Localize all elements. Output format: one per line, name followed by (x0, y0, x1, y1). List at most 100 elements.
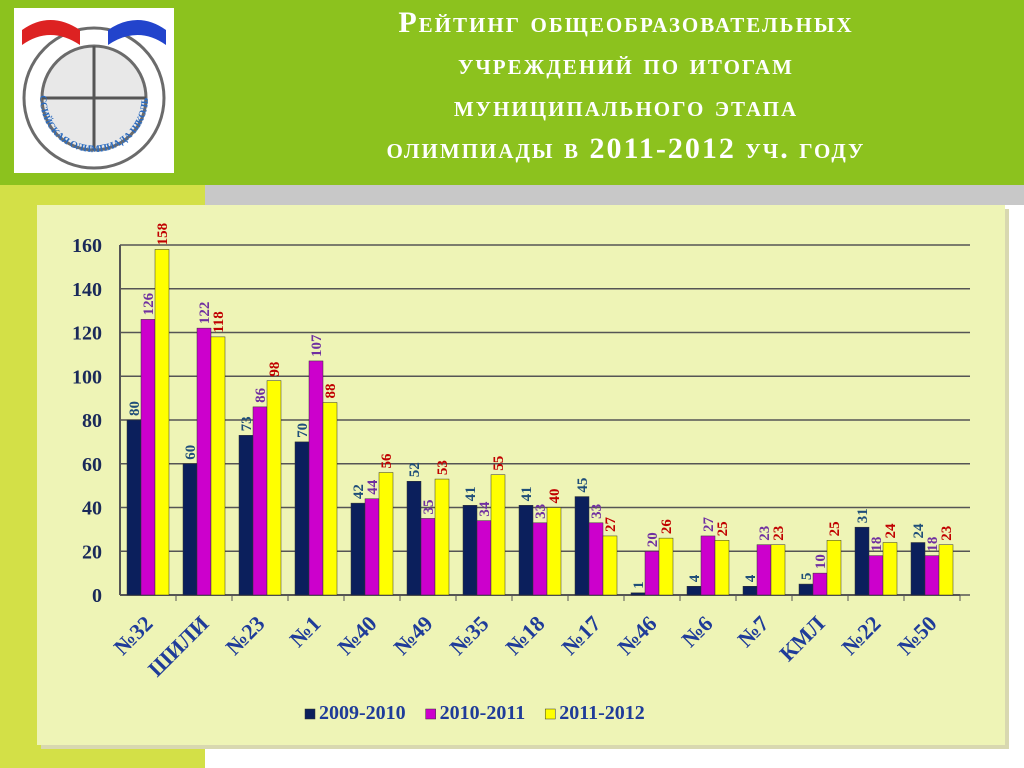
y-tick-label: 60 (82, 454, 102, 476)
bar (658, 537, 674, 596)
legend-swatch (425, 708, 436, 720)
value-label: 27 (603, 516, 619, 532)
bar (854, 526, 870, 596)
bar (714, 540, 730, 596)
y-tick-label: 160 (72, 235, 102, 257)
bar (182, 463, 198, 596)
value-label: 20 (645, 532, 661, 547)
value-label: 25 (827, 521, 843, 536)
value-label: 70 (295, 423, 311, 438)
bar (882, 542, 898, 596)
y-tick-label: 100 (72, 366, 102, 388)
y-tick-label: 120 (72, 323, 102, 345)
bar (868, 555, 884, 596)
bar (574, 496, 590, 596)
bar (630, 592, 646, 596)
bar (476, 520, 492, 596)
legend-label: 2011-2012 (559, 702, 645, 724)
chart-area (37, 205, 1005, 745)
y-tick-label: 0 (92, 585, 102, 607)
bar (686, 586, 702, 596)
slide-title: Рейтинг общеобразовательных учреждений по… (387, 6, 866, 165)
bar (910, 542, 926, 596)
value-label: 40 (547, 489, 563, 504)
value-label: 88 (323, 384, 339, 399)
value-label: 45 (575, 478, 591, 493)
legend-swatch (304, 708, 316, 720)
y-tick-label: 40 (82, 498, 102, 520)
bar (196, 327, 212, 596)
value-label: 118 (211, 311, 227, 333)
value-label: 34 (477, 501, 493, 517)
value-label: 23 (757, 526, 773, 541)
value-label: 4 (687, 574, 703, 582)
value-label: 55 (491, 456, 507, 471)
bar (826, 540, 842, 596)
bar (644, 551, 660, 596)
bar (140, 319, 156, 596)
value-label: 26 (659, 519, 675, 535)
value-label: 42 (351, 484, 367, 499)
value-label: 53 (435, 460, 451, 475)
bar (406, 481, 422, 596)
bar (924, 555, 940, 596)
value-label: 80 (127, 401, 143, 416)
y-tick-label: 80 (82, 410, 102, 432)
value-label: 5 (799, 573, 815, 581)
value-label: 44 (365, 479, 381, 495)
bar (798, 583, 814, 596)
bar (322, 402, 338, 596)
value-label: 33 (589, 504, 605, 519)
bar (742, 586, 758, 596)
bar (266, 380, 282, 596)
value-label: 1 (631, 581, 647, 589)
bar (812, 572, 828, 596)
value-label: 33 (533, 504, 549, 519)
value-label: 25 (715, 521, 731, 536)
value-label: 41 (463, 486, 479, 501)
value-label: 122 (197, 302, 213, 325)
bar (308, 360, 324, 596)
value-label: 23 (771, 526, 787, 541)
header-shadow (205, 185, 1024, 205)
bar (602, 535, 618, 596)
header-band (205, 0, 1024, 185)
value-label: 86 (253, 387, 269, 403)
bar (756, 544, 772, 596)
bar (518, 505, 534, 596)
bar (546, 507, 562, 596)
bar (252, 406, 268, 596)
value-label: 4 (743, 574, 759, 582)
value-label: 98 (267, 362, 283, 377)
value-label: 41 (519, 486, 535, 501)
legend-label: 2009-2010 (319, 702, 406, 724)
value-label: 18 (869, 537, 885, 552)
y-tick-label: 140 (72, 279, 102, 301)
value-label: 126 (141, 292, 157, 315)
value-label: 27 (701, 516, 717, 532)
bar (238, 435, 254, 596)
legend-swatch (544, 708, 556, 720)
y-tick-label: 20 (82, 541, 102, 563)
bar (350, 502, 366, 596)
value-label: 31 (855, 508, 871, 523)
bar (700, 535, 716, 596)
bar (490, 474, 506, 596)
value-label: 107 (309, 334, 325, 357)
bar (294, 441, 310, 596)
bar (420, 518, 436, 596)
value-label: 52 (407, 462, 423, 477)
bar (154, 249, 170, 596)
bar (378, 472, 394, 596)
value-label: 10 (813, 554, 829, 569)
value-label: 35 (421, 499, 437, 514)
value-label: 24 (883, 523, 899, 539)
bar (462, 505, 478, 596)
legend-label: 2010-2011 (440, 702, 526, 724)
bar (434, 478, 450, 596)
value-label: 158 (155, 223, 171, 246)
value-label: 56 (379, 453, 395, 469)
value-label: 18 (925, 537, 941, 552)
